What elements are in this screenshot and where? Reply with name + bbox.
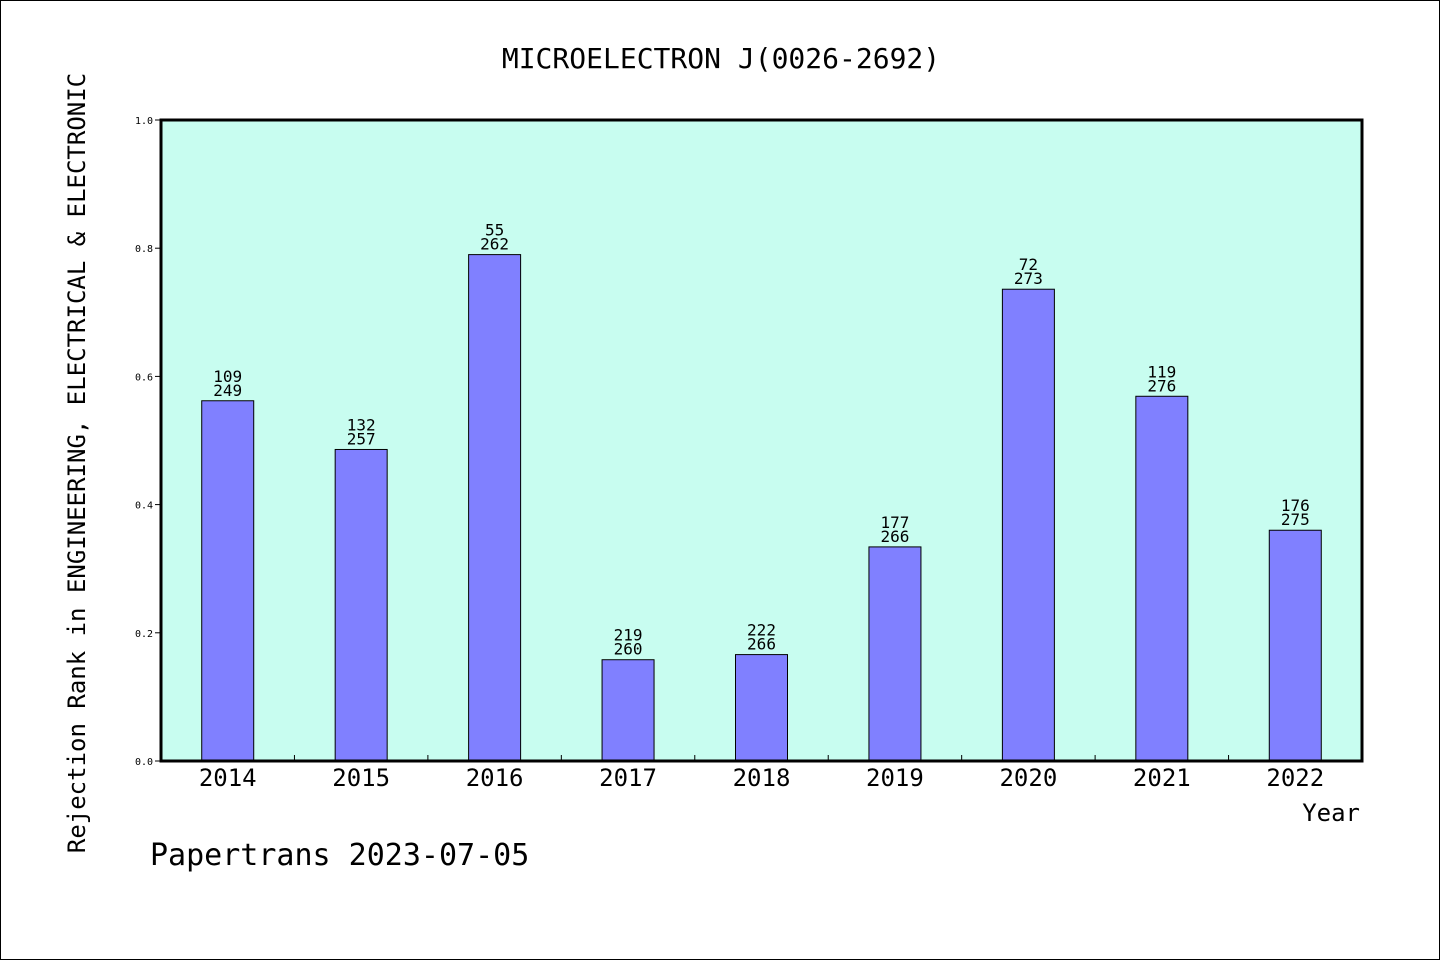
total-label: 260 [614,640,643,659]
x-tick-label: 2018 [733,764,791,792]
total-label: 273 [1014,269,1043,288]
bar-2020 [1001,288,1055,762]
y-tick-label: 0.2 [135,629,153,640]
bar-2019 [868,546,922,762]
x-tick-label: 2019 [866,764,924,792]
rank-label: 119 [1147,362,1176,381]
data-labels: 1092491322575526221926022226617726672273… [213,221,1309,659]
rank-label: 72 [1019,255,1038,274]
bar-2016 [468,254,522,762]
x-tick-label: 2016 [466,764,524,792]
rank-label: 177 [880,513,909,532]
rank-label: 109 [213,367,242,386]
bar-2014 [201,400,255,762]
x-tick-label: 2020 [999,764,1057,792]
x-tick-label: 2022 [1266,764,1324,792]
bar-2022 [1268,529,1322,762]
total-label: 262 [480,235,509,254]
total-label: 275 [1281,510,1310,529]
rank-label: 219 [614,626,643,645]
y-tick-label: 0.0 [135,757,153,768]
plot-border [159,118,1364,763]
y-tick-label: 1.0 [135,116,153,127]
chart-title: MICROELECTRON J(0026-2692) [502,42,940,75]
bar-2021 [1135,395,1189,762]
x-tick-label: 2017 [599,764,657,792]
bar-series [201,254,1322,762]
rank-label: 222 [747,621,776,640]
bar-2015 [334,448,388,762]
y-axis: 0.0 0.2 0.4 0.6 0.8 1.0 [135,116,161,768]
y-axis-label: Rejection Rank in ENGINEERING, ELECTRICA… [63,73,91,853]
bar-2017 [601,659,655,762]
rank-label: 176 [1281,496,1310,515]
total-label: 266 [747,635,776,654]
y-tick-label: 0.8 [135,244,153,255]
bar-2018 [735,654,788,762]
rank-label: 55 [485,221,504,240]
x-tick-label: 2021 [1133,764,1191,792]
y-tick-label: 0.6 [135,372,153,383]
total-label: 249 [213,381,242,400]
total-label: 276 [1147,376,1176,395]
x-axis: 2014 2015 2016 2017 2018 2019 2020 2021 2022 [199,755,1324,792]
x-tick-label: 2015 [332,764,390,792]
footer-credit: Papertrans 2023-07-05 [150,838,529,873]
x-axis-label: Year [1302,799,1360,827]
total-label: 257 [347,429,376,448]
total-label: 266 [880,527,909,546]
x-tick-label: 2014 [199,764,257,792]
rank-label: 132 [347,415,376,434]
y-tick-label: 0.4 [135,501,153,512]
